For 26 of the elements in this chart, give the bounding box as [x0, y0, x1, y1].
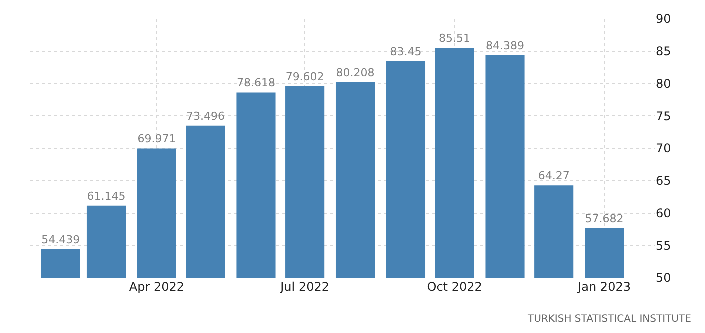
data-label: 83.45 [390, 45, 422, 58]
y-tick-label: 55 [656, 238, 672, 253]
x-tick-label: Jan 2023 [577, 280, 631, 294]
data-label: 69.971 [138, 132, 176, 146]
y-tick-label: 75 [656, 109, 672, 124]
x-tick-label: Oct 2022 [427, 280, 482, 294]
data-label: 57.682 [585, 212, 624, 226]
y-tick-label: 70 [656, 142, 672, 156]
data-label: 73.496 [186, 110, 226, 123]
y-tick-label: 60 [656, 206, 672, 220]
x-tick-label: Jul 2022 [280, 280, 330, 294]
data-label: 80.208 [336, 66, 375, 80]
y-tick-label: 80 [656, 76, 672, 91]
x-tick-label: Apr 2022 [129, 280, 185, 294]
data-label: 64.27 [538, 170, 570, 183]
y-tick-label: 90 [656, 12, 672, 26]
data-label: 84.389 [486, 39, 525, 52]
data-label: 61.145 [87, 190, 126, 203]
text: TURKISH STATISTICAL INSTITUTE [527, 314, 692, 325]
data-label: 85.51 [439, 32, 471, 46]
y-tick-label: 85 [656, 44, 672, 59]
data-label: 78.618 [236, 76, 276, 90]
y-tick-label: 50 [656, 271, 672, 286]
data-label: 79.602 [286, 70, 324, 84]
data-label: 54.439 [42, 233, 80, 246]
y-tick-label: 65 [656, 174, 672, 188]
